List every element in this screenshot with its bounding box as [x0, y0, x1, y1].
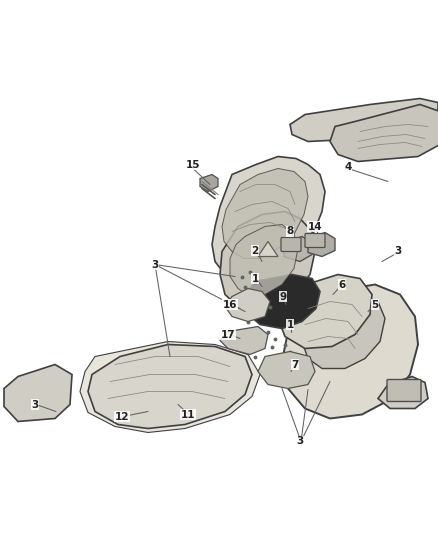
Polygon shape: [225, 288, 270, 321]
Text: 12: 12: [115, 411, 129, 422]
FancyBboxPatch shape: [281, 238, 301, 252]
Text: 15: 15: [186, 159, 200, 169]
Polygon shape: [284, 237, 312, 262]
Text: 3: 3: [394, 246, 402, 256]
Polygon shape: [308, 232, 335, 256]
Polygon shape: [230, 224, 298, 296]
Text: 17: 17: [221, 329, 235, 340]
Text: 16: 16: [223, 300, 237, 310]
Polygon shape: [220, 327, 268, 354]
Text: 1: 1: [251, 273, 258, 284]
Text: 3: 3: [152, 260, 159, 270]
Polygon shape: [244, 274, 320, 328]
Text: 9: 9: [279, 292, 286, 302]
Polygon shape: [290, 99, 438, 141]
Text: 6: 6: [339, 279, 346, 289]
Text: 11: 11: [181, 409, 195, 419]
Text: 5: 5: [371, 300, 378, 310]
Polygon shape: [378, 376, 428, 408]
Polygon shape: [200, 174, 218, 191]
Polygon shape: [80, 342, 260, 432]
Polygon shape: [4, 365, 72, 422]
Polygon shape: [222, 168, 308, 259]
Text: 3: 3: [297, 437, 304, 447]
Text: 14: 14: [307, 222, 322, 231]
Text: 4: 4: [344, 161, 352, 172]
FancyBboxPatch shape: [305, 233, 325, 247]
Text: 3: 3: [32, 400, 39, 409]
Polygon shape: [330, 104, 438, 161]
Polygon shape: [258, 241, 278, 256]
Text: 8: 8: [286, 227, 293, 237]
Polygon shape: [282, 285, 418, 418]
Polygon shape: [220, 212, 315, 311]
FancyBboxPatch shape: [387, 379, 421, 401]
Polygon shape: [302, 295, 385, 368]
Polygon shape: [212, 157, 325, 281]
Text: 1: 1: [286, 319, 293, 329]
Polygon shape: [88, 344, 252, 429]
Polygon shape: [278, 274, 372, 349]
Text: 2: 2: [251, 246, 258, 255]
Polygon shape: [258, 351, 315, 389]
Text: 7: 7: [291, 359, 299, 369]
